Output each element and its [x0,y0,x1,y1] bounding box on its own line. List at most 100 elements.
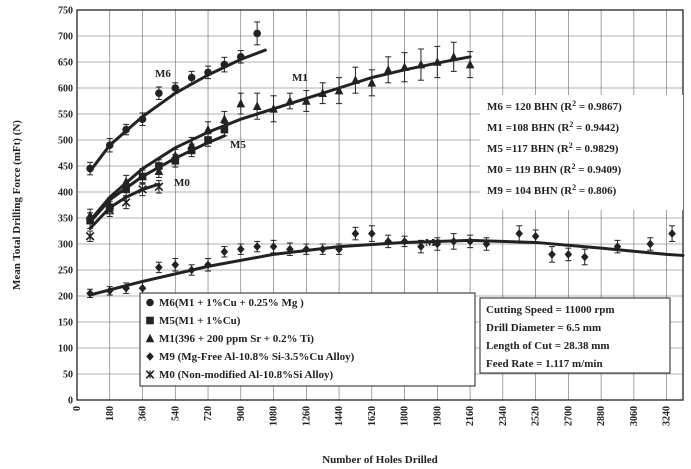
data-point-m1 [449,41,459,72]
marker-m9 [580,252,589,262]
x-tick-label: 2700 [563,406,574,426]
data-point-m0 [138,182,147,197]
marker-m6 [204,68,212,77]
data-point-m9 [368,225,376,242]
legend-marker-m0 [145,370,155,379]
data-point-m1 [383,56,393,84]
series-label-m9: M9 [425,237,441,249]
r2-line: M1 =108 BHN (R2 = 0.9442) [487,120,619,134]
data-point-m9 [122,282,130,294]
data-point-m6 [171,82,180,94]
marker-m0 [138,185,147,194]
legend-marker-m1 [145,333,155,343]
data-point-m9 [668,225,676,242]
data-point-m9 [253,240,261,253]
data-point-m9 [286,242,294,256]
data-point-m1 [138,168,147,185]
marker-m9 [515,229,524,238]
x-tick-label: 360 [138,406,149,421]
marker-m5 [220,125,229,134]
marker-m1 [170,150,180,160]
marker-m6 [220,60,229,69]
marker-m9 [155,263,163,272]
marker-m1 [187,140,196,149]
marker-m6 [105,141,114,149]
data-point-m1 [285,92,295,110]
data-point-m1 [85,208,95,223]
x-axis-label: Number of Holes Drilled [322,454,438,466]
conditions-box-frame [479,297,671,374]
x-tick-label: 1440 [334,406,345,426]
marker-m9 [368,229,376,238]
data-point-m9 [105,286,114,296]
x-tick-label: 2340 [498,406,509,426]
r2-annotation-box: M6 = 120 BHN (R2 = 0.9867) M1 =108 BHN (R… [480,95,683,210]
data-point-m6 [220,56,229,73]
x-tick-label: 2880 [596,406,607,426]
x-tick-label: 1980 [432,406,443,426]
marker-m6 [187,73,196,82]
marker-m1 [220,114,229,123]
marker-m9 [449,237,458,246]
marker-m9 [384,237,392,246]
marker-m1 [367,78,377,87]
data-point-m6 [253,21,261,46]
y-tick-label: 450 [58,162,73,173]
y-axis-label: Mean Total Drilling Force (mFt) (N) [11,120,23,290]
y-tick-label: 750 [58,6,73,17]
marker-m0 [105,205,115,215]
data-point-m6 [155,86,163,100]
marker-m9 [613,242,622,251]
data-point-m9 [171,258,180,272]
data-point-m1 [252,92,262,120]
y-tick-label: 0 [68,396,73,407]
data-point-m0 [105,203,115,217]
marker-m1 [203,124,213,134]
y-tick-labels: 0 50 100 150 200 250 300 350 400 450 500 550 600 650 7… [58,6,73,407]
x-tick-label: 720 [203,406,214,421]
data-point-m0 [85,230,95,242]
data-point-m9 [86,288,94,299]
legend-marker-m5 [146,316,154,325]
series-label-m0: M0 [174,177,190,189]
x-tick-label: 540 [170,406,181,421]
condition-line: Cutting Speed = 11000 rpm [486,304,615,316]
data-point-m9 [318,243,327,255]
y-tick-label: 350 [58,214,73,225]
data-point-m1 [121,174,131,189]
marker-m1 [433,57,442,66]
marker-m9 [138,283,147,293]
data-point-m1 [236,92,246,115]
marker-m9 [318,244,327,254]
marker-m9 [86,289,94,298]
data-point-m9 [613,239,622,254]
data-point-m9 [204,258,212,272]
r2-line: M6 = 120 BHN (R2 = 0.9867) [487,99,622,113]
data-point-m1 [318,82,327,105]
marker-m6 [155,89,163,97]
data-point-m1 [465,51,475,79]
x-tick-label: 1080 [269,406,280,426]
marker-m9 [646,239,655,249]
marker-m6 [86,164,94,173]
data-point-m1 [334,77,344,105]
data-point-m1 [187,136,196,154]
marker-m6 [236,53,245,61]
data-point-m6 [138,112,147,126]
condition-line: Drill Diameter = 6.5 mm [486,322,601,334]
data-point-m9 [482,237,491,251]
marker-m9 [171,260,180,270]
data-point-m1 [220,110,229,128]
condition-line: Feed Rate = 1.117 m/min [486,358,603,370]
r2-line: M0 = 119 BHN (R2 = 0.9409) [487,162,622,176]
legend-marker-m9 [146,352,154,361]
x-tick-label: 1800 [400,406,411,426]
y-tick-label: 650 [58,58,73,69]
data-point-m9 [236,243,245,255]
x-tick-label: 3060 [629,406,640,426]
legend-box [139,292,476,387]
legend-label-m1: M1(396 + 200 ppm Sr + 0.2% Ti) [159,333,314,345]
legend-label-m0: M0 (Non-modified Al-10.8%Si Alloy) [159,369,334,381]
data-point-m6 [187,70,196,85]
